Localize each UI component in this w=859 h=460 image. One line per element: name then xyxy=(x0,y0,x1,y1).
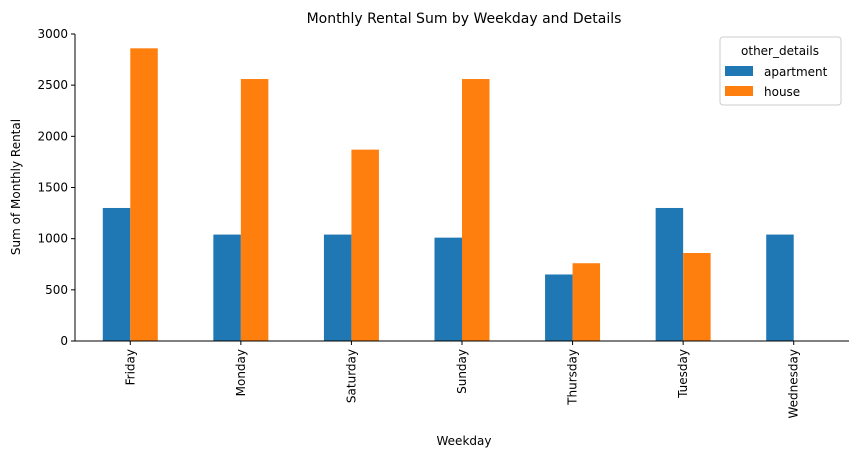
bar-apartment-friday xyxy=(102,207,131,341)
y-tick-label: 1500 xyxy=(37,181,68,195)
bar-apartment-saturday xyxy=(323,234,352,341)
y-ticks: 0 500 1000 1500 2000 2500 3000 xyxy=(37,27,75,348)
x-tick-label-tuesday: Tuesday xyxy=(676,349,690,399)
legend-items: apartment house xyxy=(725,65,828,99)
x-axis-title: Weekday xyxy=(437,434,492,448)
bar-apartment-wednesday xyxy=(766,234,794,341)
legend-label-house: house xyxy=(764,85,800,99)
bar-house-saturday xyxy=(351,149,379,341)
x-tick-label-friday: Friday xyxy=(123,349,137,385)
y-tick-label: 3000 xyxy=(37,27,68,41)
y-axis-title: Sum of Monthly Rental xyxy=(9,119,23,255)
x-tick-label-sunday: Sunday xyxy=(455,349,469,394)
x-tick-label-monday: Monday xyxy=(234,349,248,396)
x-ticks: Friday Monday Saturday Sunday Thursday Tuesda… xyxy=(123,341,801,418)
x-tick-label-thursday: Thursday xyxy=(566,349,580,406)
y-tick-label: 2000 xyxy=(37,129,68,143)
legend-title: other_details xyxy=(741,44,819,58)
bar-house-tuesday xyxy=(683,252,711,341)
legend-label-apartment: apartment xyxy=(764,65,828,79)
bar-house-monday xyxy=(240,79,269,341)
x-tick-label-saturday: Saturday xyxy=(344,349,358,403)
bar-apartment-tuesday xyxy=(655,207,684,341)
x-tick-label-wednesday: Wednesday xyxy=(787,349,801,418)
bar-house-sunday xyxy=(462,79,490,341)
y-tick-label: 0 xyxy=(60,334,68,348)
bar-house-thursday xyxy=(572,263,601,341)
y-tick-label: 2500 xyxy=(37,78,68,92)
legend-swatch-apartment xyxy=(725,66,753,76)
y-tick-label: 500 xyxy=(45,283,68,297)
bar-apartment-thursday xyxy=(545,274,573,341)
legend-swatch-house xyxy=(725,86,753,96)
bars-group xyxy=(102,48,794,342)
bar-apartment-sunday xyxy=(434,237,462,341)
bar-apartment-monday xyxy=(213,234,241,341)
y-tick-label: 1000 xyxy=(37,232,68,246)
legend: other_details apartment house xyxy=(719,36,842,106)
bar-house-friday xyxy=(130,48,158,342)
chart-title: Monthly Rental Sum by Weekday and Detail… xyxy=(307,11,622,27)
